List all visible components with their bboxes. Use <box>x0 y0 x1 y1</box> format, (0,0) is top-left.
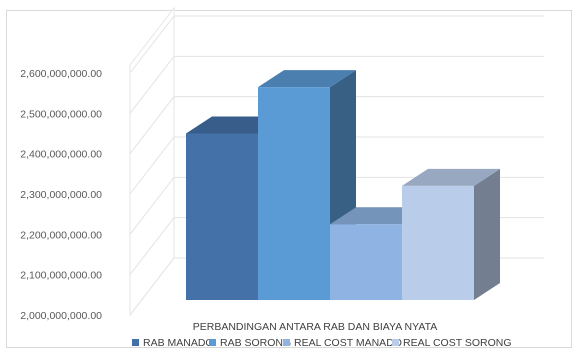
x-axis-label: PERBANDINGAN ANTARA RAB DAN BIAYA NYATA <box>193 321 437 333</box>
bars <box>186 70 500 300</box>
bar-top <box>258 70 356 88</box>
bar-real-cost-sorong <box>402 168 500 300</box>
bar-front <box>402 185 474 300</box>
legend-swatch <box>283 339 290 346</box>
legend-item: RAB SORONG <box>209 337 291 349</box>
legend-item: REAL COST MANADO <box>283 337 402 349</box>
legend-label: RAB SORONG <box>220 337 291 349</box>
bar-front <box>186 133 258 300</box>
y-tick-label: 2,500,000,000.00 <box>20 108 102 120</box>
chart-walls <box>129 6 175 317</box>
legend-swatch <box>132 339 139 346</box>
bar-front <box>258 87 330 300</box>
bar-front <box>330 224 402 300</box>
bar-top <box>402 168 500 186</box>
gridline <box>129 136 544 195</box>
gridline <box>129 55 544 114</box>
y-axis-ticks: 2,000,000,000.00 2,100,000,000.00 2,200,00… <box>20 68 102 322</box>
gridline <box>129 96 544 154</box>
legend-label: RAB MANADO <box>143 337 214 349</box>
y-tick-label: 2,600,000,000.00 <box>20 68 102 80</box>
legend-label: REAL COST SORONG <box>403 337 512 349</box>
legend-label: REAL COST MANADO <box>294 337 402 349</box>
legend-item: REAL COST SORONG <box>392 337 512 349</box>
y-tick-label: 2,400,000,000.00 <box>20 149 102 161</box>
y-tick-label: 2,000,000,000.00 <box>20 310 102 322</box>
legend: RAB MANADO RAB SORONG REAL COST MANADO REAL… <box>132 337 512 349</box>
y-tick-label: 2,300,000,000.00 <box>20 189 102 201</box>
legend-item: RAB MANADO <box>132 337 214 349</box>
side-wall <box>129 6 175 317</box>
legend-swatch <box>209 339 216 346</box>
bar-side <box>474 168 500 300</box>
y-tick-label: 2,100,000,000.00 <box>20 270 102 282</box>
gridline <box>129 15 544 74</box>
y-tick-label: 2,200,000,000.00 <box>20 229 102 241</box>
bar-rab-sorong <box>258 70 356 300</box>
legend-swatch <box>392 339 399 346</box>
